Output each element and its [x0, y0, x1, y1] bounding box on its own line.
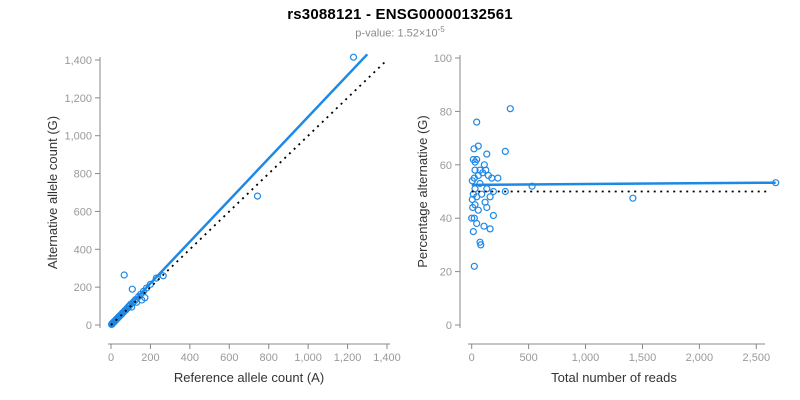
- data-point: [483, 203, 491, 212]
- data-point: [471, 166, 479, 174]
- x-axis-title: Reference allele count (A): [174, 370, 324, 385]
- data-point: [506, 105, 514, 113]
- x-tick-label: 2,500: [743, 352, 771, 364]
- pvalue-text: p-value: 1.52×10: [355, 27, 438, 40]
- scatter-plots-canvas: 0 200 400 600 800 1,000 1,200 1,400020040060080…: [45, 53, 780, 385]
- x-tick-label: 1,400: [373, 352, 401, 364]
- y-tick-label: 100: [434, 53, 452, 65]
- y-tick-label: 800: [74, 169, 92, 181]
- y-tick-label: 1,000: [64, 131, 92, 143]
- y-axis-title: Alternative allele count (G): [45, 116, 60, 269]
- x-tick-label: 200: [141, 352, 159, 364]
- y-tick-label: 0: [86, 320, 92, 332]
- data-point: [480, 222, 488, 230]
- y-tick-label: 80: [440, 106, 452, 118]
- data-point: [474, 206, 482, 214]
- chart-title: rs3088121 - ENSG00000132561: [287, 6, 513, 23]
- data-point: [253, 192, 262, 200]
- x-tick-label: 500: [519, 352, 537, 364]
- y-tick-label: 0: [446, 320, 452, 332]
- percentage-scatter: 0 500 1,000 1,500 2,000 2,500 0 20 40 60 80 100 Tota…: [415, 53, 780, 385]
- data-point: [486, 225, 494, 233]
- data-point: [141, 294, 149, 302]
- scatter-points: [107, 53, 358, 328]
- x-tick-label: 2,000: [686, 352, 714, 364]
- y-tick-label: 40: [440, 213, 452, 225]
- pvalue-exponent: -5: [437, 25, 445, 34]
- x-tick-label: 1,200: [334, 352, 362, 364]
- data-point: [501, 147, 509, 156]
- x-tick-label: 0: [469, 352, 475, 364]
- allele-count-scatter: 0 200 400 600 800 1,000 1,200 1,400 0 200 400 600 80…: [45, 53, 401, 385]
- data-point: [474, 142, 482, 150]
- data-point: [159, 272, 167, 280]
- data-point: [470, 262, 478, 270]
- x-tick-label: 600: [220, 352, 238, 364]
- data-point: [469, 203, 477, 212]
- x-tick-label: 800: [260, 352, 278, 364]
- y-tick-label: 400: [74, 244, 92, 256]
- x-tick-label: 1,000: [572, 352, 600, 364]
- y-tick-label: 1,400: [64, 55, 92, 67]
- data-point: [629, 194, 637, 202]
- data-point: [489, 211, 497, 220]
- y-tick-label: 600: [74, 206, 92, 218]
- data-point: [468, 214, 476, 222]
- data-point: [128, 285, 136, 293]
- data-point: [152, 274, 160, 282]
- data-point: [483, 185, 491, 193]
- scatter-points: [468, 105, 780, 270]
- chart-subtitle: p-value: 1.52×10-5: [0, 25, 800, 40]
- identity-line: [110, 59, 388, 326]
- data-point: [473, 118, 481, 126]
- y-axis-title: Percentage alternative (G): [415, 115, 430, 267]
- data-point: [473, 219, 481, 228]
- y-tick-label: 200: [74, 282, 92, 294]
- data-point: [477, 241, 485, 249]
- x-axis-title: Total number of reads: [551, 370, 677, 385]
- x-tick-label: 1,000: [294, 352, 322, 364]
- chart-header: rs3088121 - ENSG00000132561 p-value: 1.5…: [0, 0, 800, 40]
- y-tick-label: 20: [440, 267, 452, 279]
- data-point: [489, 187, 497, 196]
- data-point: [471, 158, 479, 166]
- data-point: [349, 53, 358, 61]
- mean-percentage-line: [471, 181, 776, 187]
- data-point: [486, 193, 494, 201]
- data-point: [483, 150, 491, 158]
- x-tick-label: 1,500: [629, 352, 657, 364]
- y-tick-label: 60: [440, 160, 452, 172]
- x-tick-label: 400: [181, 352, 199, 364]
- x-tick-label: 0: [108, 352, 114, 364]
- data-point: [494, 174, 502, 182]
- regression-line: [110, 53, 369, 326]
- y-tick-label: 1,200: [64, 93, 92, 105]
- data-point: [501, 187, 509, 196]
- data-point: [120, 271, 128, 279]
- data-point: [469, 228, 477, 236]
